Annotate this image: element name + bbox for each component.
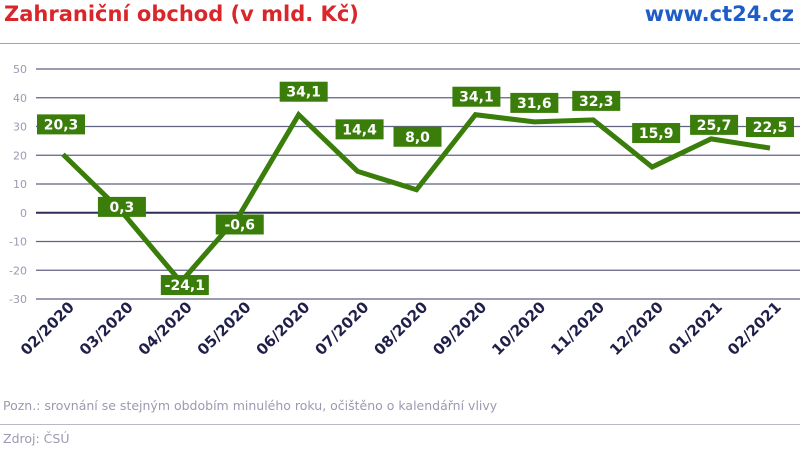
data-label-box <box>632 123 681 144</box>
y-tick-label: -30 <box>9 293 27 306</box>
data-label-box <box>215 214 264 235</box>
y-tick-label: -20 <box>9 264 27 277</box>
x-tick-label: 02/2020 <box>17 298 78 359</box>
divider <box>0 43 800 44</box>
x-tick-label: 06/2020 <box>253 298 314 359</box>
data-label: -24,1 <box>165 278 205 294</box>
y-tick-label: 40 <box>13 92 27 105</box>
data-label-box <box>279 81 328 102</box>
data-label-box <box>97 196 146 217</box>
data-label: 32,3 <box>579 94 614 110</box>
x-tick-label: 09/2020 <box>429 298 490 359</box>
data-label-box <box>572 90 621 111</box>
data-label-box <box>746 117 794 138</box>
data-label: 8,0 <box>405 130 430 146</box>
y-tick-label: 30 <box>13 121 27 134</box>
x-tick-label: 03/2020 <box>76 298 137 359</box>
x-tick-label: 08/2020 <box>370 298 431 359</box>
brand-link[interactable]: www.ct24.cz <box>644 2 794 26</box>
y-tick-label: 10 <box>13 178 27 191</box>
data-label: 20,3 <box>44 117 79 133</box>
data-label-box <box>452 86 501 107</box>
data-label: 25,7 <box>697 118 732 134</box>
x-tick-label: 04/2020 <box>135 298 196 359</box>
data-label-box <box>335 119 384 140</box>
y-tick-label: 50 <box>13 63 27 76</box>
data-label: 34,1 <box>286 85 321 101</box>
x-tick-label: 02/2021 <box>724 298 785 359</box>
data-label: 14,4 <box>342 122 377 138</box>
data-label: 22,5 <box>753 120 788 136</box>
data-label: 34,1 <box>459 90 494 106</box>
y-tick-label: 20 <box>13 149 27 162</box>
x-tick-label: 11/2020 <box>547 298 608 359</box>
source: Zdroj: ČSÚ <box>3 431 70 446</box>
data-label-box <box>393 126 442 147</box>
data-label: 31,6 <box>517 96 552 112</box>
data-label: 0,3 <box>110 200 135 216</box>
data-label-box <box>37 114 85 135</box>
x-tick-label: 07/2020 <box>312 298 373 359</box>
data-label: 15,9 <box>639 126 674 142</box>
y-tick-label: -10 <box>9 236 27 249</box>
divider <box>0 424 800 425</box>
x-tick-label: 05/2020 <box>194 298 255 359</box>
data-label-box <box>690 114 739 135</box>
x-tick-label: 12/2020 <box>606 298 667 359</box>
x-tick-label: 01/2021 <box>665 298 726 359</box>
chart-title: Zahraniční obchod (v mld. Kč) <box>4 2 359 26</box>
y-tick-label: 0 <box>20 207 27 220</box>
footnote: Pozn.: srovnání se stejným obdobím minul… <box>3 398 498 413</box>
data-label-box <box>160 275 209 296</box>
x-tick-label: 10/2020 <box>488 298 549 359</box>
data-label-box <box>510 92 559 113</box>
data-label: -0,6 <box>224 217 255 233</box>
